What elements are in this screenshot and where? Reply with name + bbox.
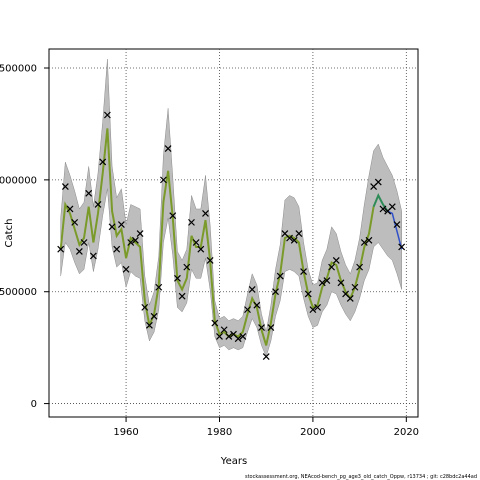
observed-point (127, 239, 135, 246)
y-tick-label: 1500000 (0, 64, 37, 75)
observed-point (113, 245, 121, 253)
observed-point (314, 303, 322, 311)
observed-point (85, 189, 93, 197)
observed-point (94, 201, 102, 208)
observed-point (192, 239, 200, 246)
observed-point (272, 288, 279, 296)
observed-point (356, 263, 364, 271)
observed-point (239, 333, 247, 340)
observed-point (332, 256, 340, 264)
observed-point (276, 272, 284, 280)
observed-point (258, 324, 265, 331)
observed-point (398, 243, 406, 251)
observed-point (323, 277, 331, 284)
estimated-line-recent (372, 193, 389, 212)
observed-point (122, 265, 130, 273)
y-tick-label: 1000000 (0, 175, 37, 186)
x-axis: 1960 1980 2000 2020 (113, 417, 419, 438)
observed-point (346, 295, 354, 302)
observed-point (108, 223, 116, 231)
y-tick-label: 500000 (0, 287, 37, 298)
observed-point (197, 245, 205, 253)
observed-point (244, 306, 251, 314)
observed-point (216, 333, 223, 340)
observed-point (253, 301, 261, 309)
observed-point (304, 290, 312, 298)
observed-point (103, 111, 111, 119)
observed-point (267, 324, 275, 331)
observed-points (57, 111, 406, 361)
observed-point (295, 230, 303, 237)
observed-point (145, 321, 153, 329)
observed-point (131, 236, 139, 244)
observed-point (379, 205, 387, 213)
observed-point (234, 335, 242, 343)
observed-point (225, 333, 233, 340)
x-tick-label: 1960 (113, 427, 138, 438)
x-axis-title: Years (220, 456, 247, 467)
observed-point (164, 145, 172, 152)
observed-point (220, 326, 228, 334)
y-axis: 0 500000 1000000 1500000 (0, 64, 49, 410)
plot-frame (48, 48, 419, 418)
observed-point (57, 245, 65, 253)
observed-point (136, 230, 144, 237)
observed-point (211, 319, 219, 327)
observed-point (169, 212, 177, 220)
observed-point (80, 239, 88, 246)
x-tick-label: 2020 (394, 427, 419, 438)
observed-point (99, 158, 107, 166)
observed-point (300, 268, 307, 276)
observed-point (155, 283, 163, 291)
observed-point (178, 292, 186, 300)
observed-point (262, 353, 270, 361)
observed-point (141, 303, 149, 311)
observed-point (328, 263, 336, 271)
confidence-band-area (60, 59, 402, 358)
observed-point (66, 205, 74, 213)
observed-point (309, 306, 317, 314)
observed-point (160, 176, 167, 184)
observed-point (374, 178, 382, 186)
observed-point (337, 279, 345, 287)
estimated-line-main (59, 128, 375, 346)
observed-point (388, 203, 396, 211)
observed-point (365, 236, 373, 244)
observed-point (290, 236, 298, 244)
observed-point (351, 283, 359, 291)
observed-point (360, 239, 368, 246)
x-tick-label: 2000 (300, 427, 325, 438)
footer-credit: stockassessment.org, NEAcod-bench_pg_age… (245, 474, 477, 480)
observed-point (183, 263, 191, 271)
observed-point (61, 183, 69, 191)
observed-point (188, 218, 195, 226)
observed-point (71, 218, 79, 226)
confidence-band (60, 59, 402, 358)
observed-point (89, 252, 97, 260)
observed-point (248, 286, 256, 293)
observed-point (117, 221, 125, 229)
observed-point (174, 274, 181, 282)
observed-point (150, 312, 158, 320)
observed-point (202, 210, 209, 217)
y-axis-title: Catch (4, 219, 15, 248)
observed-point (206, 256, 214, 264)
observed-point (75, 248, 83, 255)
observed-point (318, 279, 326, 287)
y-tick-label: 0 (31, 399, 37, 410)
observed-point (393, 221, 401, 229)
observed-point (286, 234, 293, 242)
x-tick-label: 1980 (207, 427, 232, 438)
